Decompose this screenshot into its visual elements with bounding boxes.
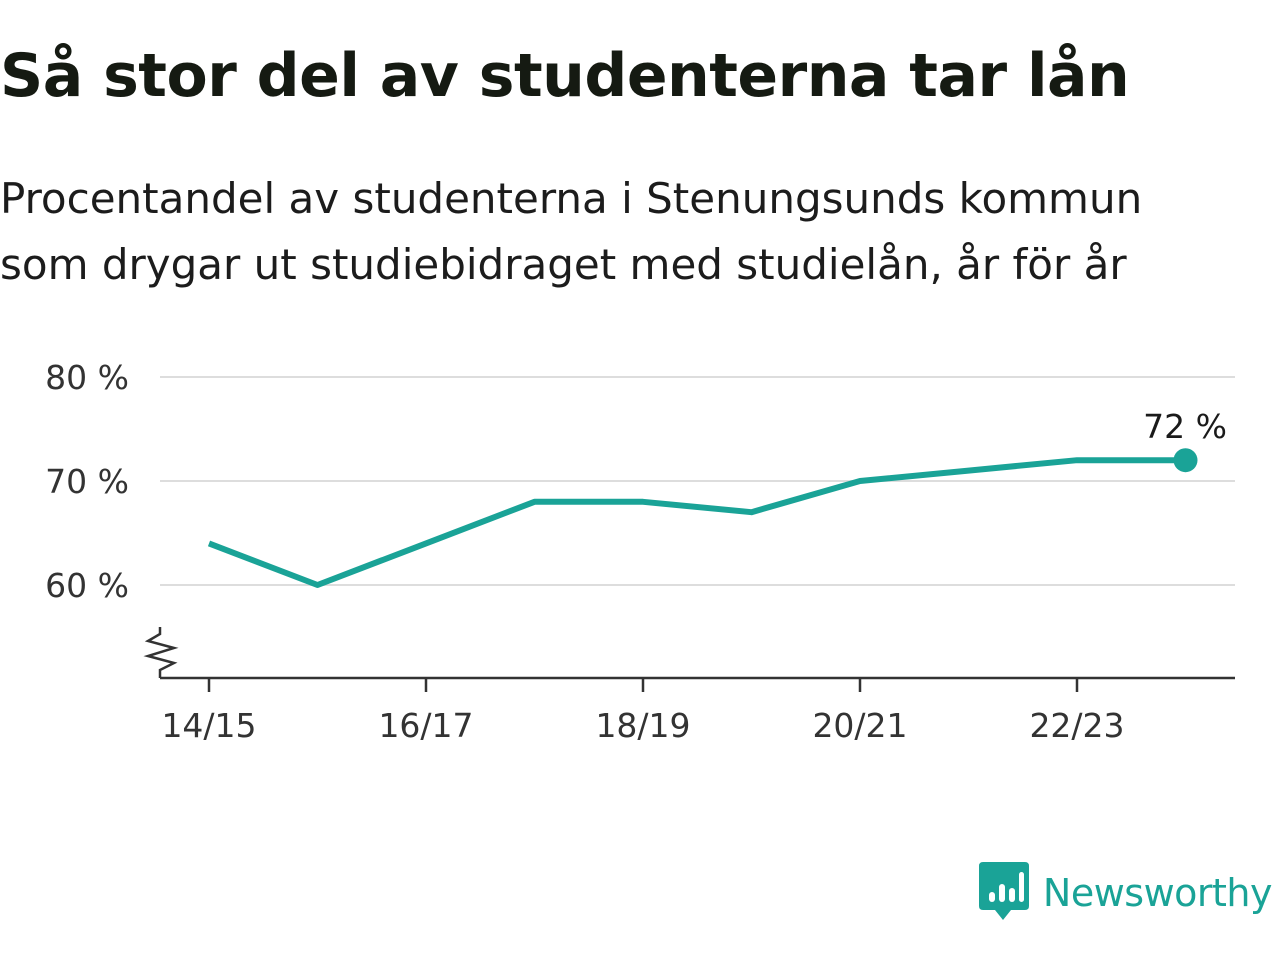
chart-title: Så stor del av studenterna tar lån [0,41,1130,111]
x-tick-label: 16/17 [378,706,473,745]
newsworthy-chart-logo-icon [978,862,1029,920]
chart-subtitle: Procentandel av studenterna i Stenungsun… [0,166,1260,298]
y-axis-break [143,627,179,678]
axes [143,627,1235,692]
x-tick-label: 18/19 [595,706,690,745]
y-tick-label: 70 % [45,462,129,501]
x-tick-label: 20/21 [812,706,907,745]
subtitle-line-1: Procentandel av studenterna i Stenungsun… [0,174,1143,223]
series-line [207,457,1186,588]
brand-name: Newsworthy [1042,871,1273,915]
gridlines [160,376,1235,586]
y-tick-label: 80 % [45,358,129,397]
newsworthy-brand: Newsworthy [978,862,1273,924]
end-value-label: 72 % [1143,407,1227,446]
end-point-marker [1173,448,1198,473]
series-layer [207,448,1198,588]
subtitle-line-2: som drygar ut studiebidraget med studiel… [0,240,1127,289]
labels: 60 % 70 % 80 % 14/15 16/17 18/19 20/21 22/23 72 … [45,358,1227,745]
y-tick-label: 60 % [45,566,129,605]
x-tick-label: 22/23 [1029,706,1124,745]
x-tick-label: 14/15 [161,706,256,745]
